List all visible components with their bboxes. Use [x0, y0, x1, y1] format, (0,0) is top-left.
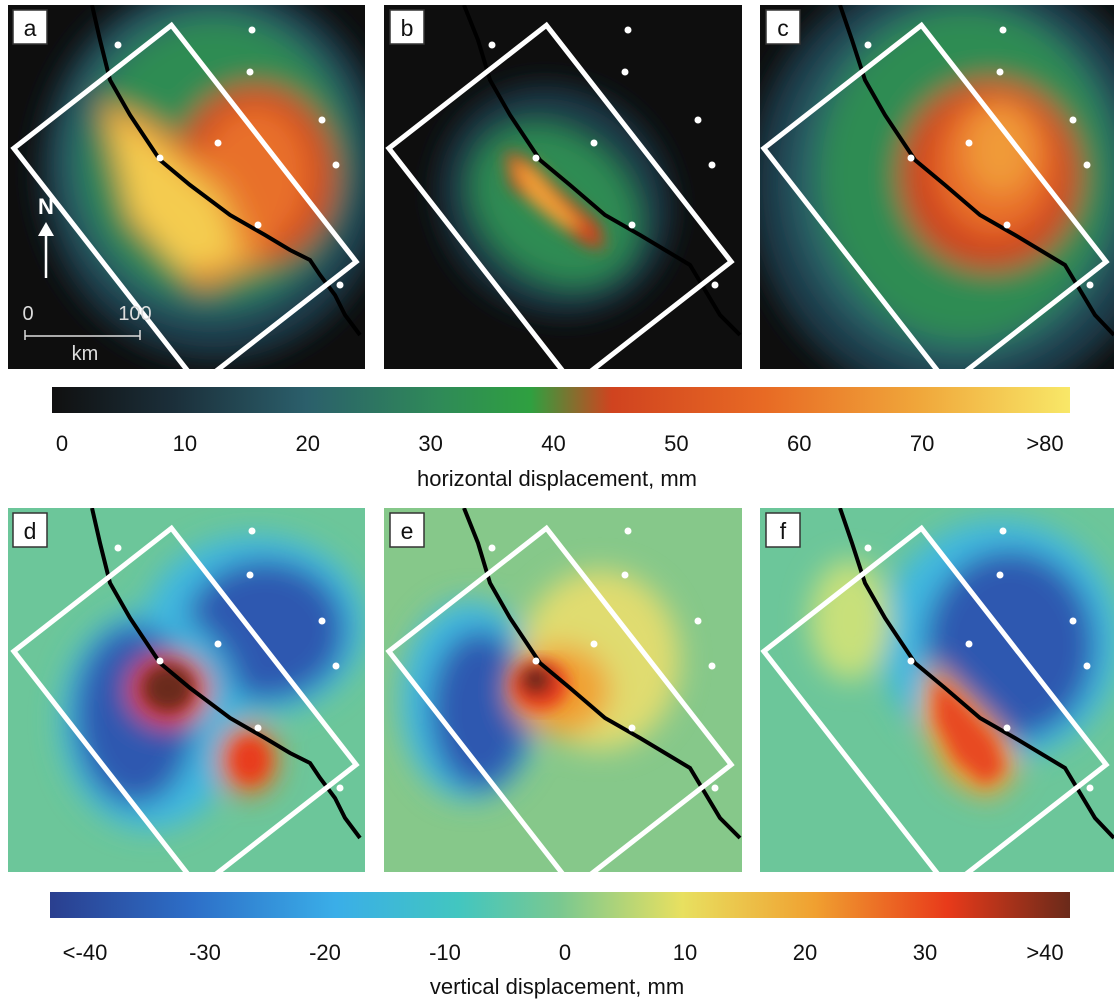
horizontal-colorbar-tick-label: 60 [787, 431, 811, 456]
north-label: N [38, 194, 54, 219]
fault-rectangle [760, 21, 1110, 369]
coastline [90, 5, 362, 337]
vertical-colorbar-ticks: <-40 -30 -20 -10 0 10 20 30 >40 [63, 940, 1064, 965]
fault-rectangle [10, 21, 360, 369]
horizontal-colorbar-tick-label: 0 [56, 431, 68, 456]
horizontal-colorbar-tick-label: 70 [910, 431, 934, 456]
vertical-colorbar-tick-label: 20 [793, 940, 817, 965]
vertical-colorbar-tick-label: 30 [913, 940, 937, 965]
horizontal-colorbar-tick-label: >80 [1026, 431, 1063, 456]
panel-c-map [760, 5, 1114, 369]
svg-text:100: 100 [118, 303, 151, 325]
horizontal-colorbar: 0 10 20 30 40 50 60 70 >80 horizontal displaceme… [52, 387, 1070, 491]
coastline [838, 5, 1114, 337]
panel-c: c [760, 5, 1114, 369]
station-dots [864, 26, 1094, 289]
panel-label-c: c [777, 15, 789, 41]
horizontal-colorbar-gradient [52, 387, 1070, 413]
fault-rectangle [385, 21, 735, 369]
vertical-colorbar-tick-label: -30 [189, 940, 221, 965]
north-arrow: N [38, 194, 54, 278]
coastline [838, 508, 1114, 840]
panel-label-a: a [24, 15, 37, 41]
station-dots [114, 527, 344, 792]
horizontal-colorbar-ticks: 0 10 20 30 40 50 60 70 >80 [56, 431, 1064, 456]
panel-e-map [384, 508, 742, 872]
vertical-colorbar-gradient [50, 892, 1070, 918]
panel-a: a N 0 100 km [8, 5, 365, 369]
scale-bar: 0 100 km [22, 303, 151, 365]
panel-f-map [760, 508, 1114, 872]
vertical-colorbar-tick-label: -20 [309, 940, 341, 965]
fault-rectangle [385, 524, 735, 872]
station-dots [488, 26, 719, 289]
panel-label-e: e [401, 518, 414, 544]
vertical-colorbar-tick-label: <-40 [63, 940, 108, 965]
panel-a-map [8, 5, 365, 369]
station-dots [114, 26, 344, 289]
station-dots [864, 527, 1094, 792]
station-dots [488, 527, 719, 792]
panel-e: e [384, 508, 742, 872]
vertical-colorbar: <-40 -30 -20 -10 0 10 20 30 >40 vertical displac… [50, 892, 1070, 999]
horizontal-colorbar-tick-label: 10 [173, 431, 197, 456]
coastline [462, 508, 742, 840]
coastline [90, 508, 362, 840]
horizontal-colorbar-tick-label: 50 [664, 431, 688, 456]
panel-f: f [760, 508, 1114, 872]
panel-label-f: f [780, 518, 787, 544]
vertical-colorbar-title: vertical displacement, mm [430, 974, 684, 999]
fault-rectangle [10, 524, 360, 872]
panel-label-b: b [401, 15, 414, 41]
svg-text:0: 0 [22, 303, 33, 325]
horizontal-colorbar-tick-label: 40 [541, 431, 565, 456]
panel-b: b [384, 5, 742, 369]
horizontal-colorbar-title: horizontal displacement, mm [417, 466, 697, 491]
horizontal-colorbar-tick-label: 30 [418, 431, 442, 456]
vertical-colorbar-tick-label: 10 [673, 940, 697, 965]
panel-d-map [8, 508, 365, 872]
fault-rectangle [760, 524, 1110, 872]
panel-b-map [384, 5, 742, 369]
svg-text:km: km [72, 343, 99, 365]
vertical-colorbar-tick-label: >40 [1026, 940, 1063, 965]
vertical-colorbar-tick-label: -10 [429, 940, 461, 965]
vertical-colorbar-tick-label: 0 [559, 940, 571, 965]
panel-label-d: d [24, 518, 37, 544]
panel-d: d [8, 508, 365, 872]
horizontal-colorbar-tick-label: 20 [296, 431, 320, 456]
coastline [462, 5, 742, 337]
